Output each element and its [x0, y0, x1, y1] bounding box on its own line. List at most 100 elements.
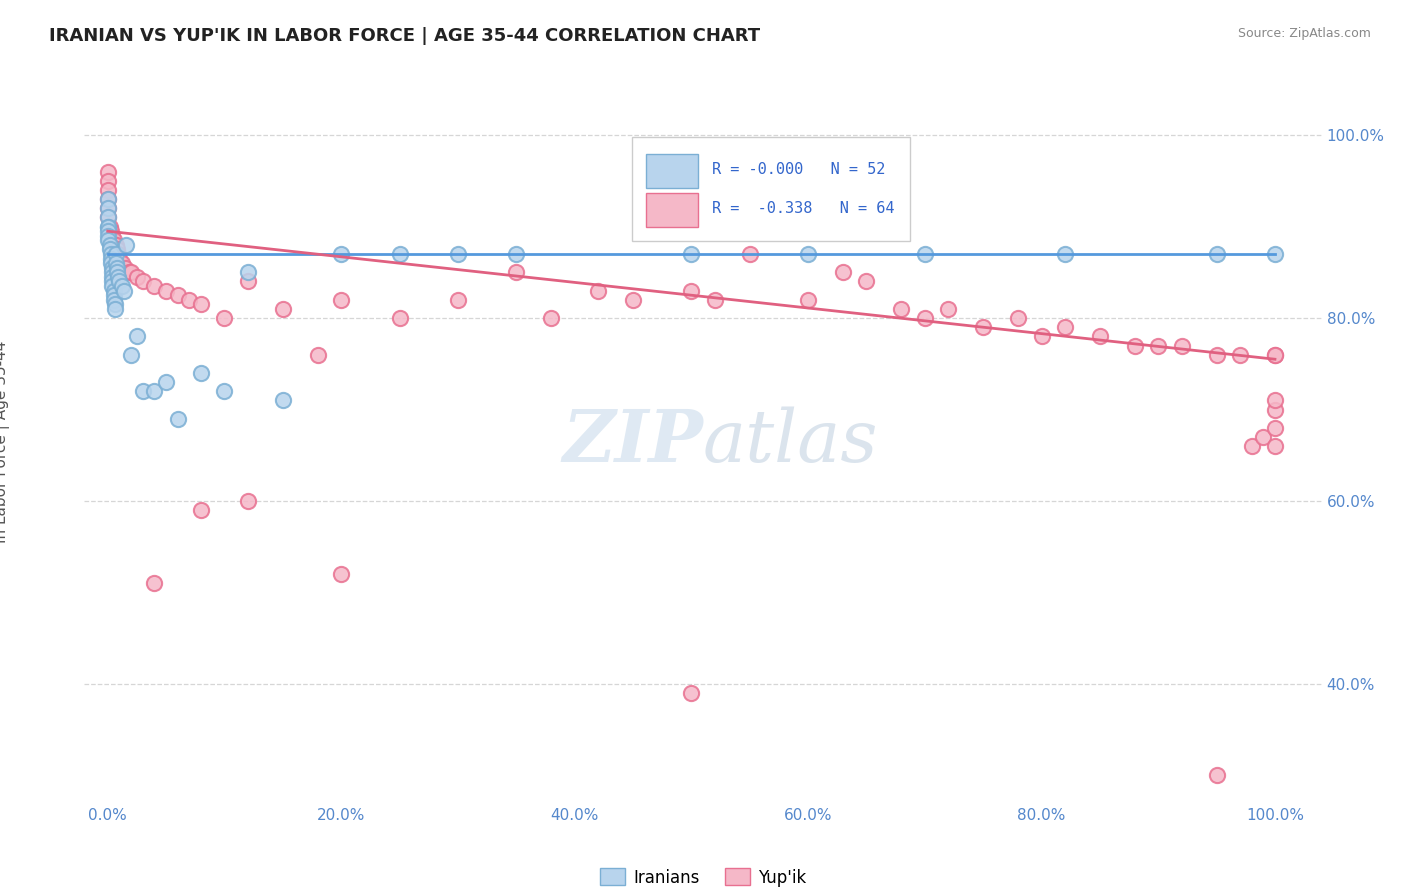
- Point: [797, 293, 820, 307]
- Point: [190, 503, 212, 517]
- Point: [190, 297, 212, 311]
- Point: [97, 224, 120, 238]
- Point: [1205, 348, 1227, 362]
- Point: [132, 384, 155, 399]
- Point: [97, 233, 120, 247]
- FancyBboxPatch shape: [633, 136, 910, 241]
- Point: [855, 275, 877, 289]
- Point: [115, 238, 138, 252]
- Point: [1170, 338, 1192, 352]
- Point: [447, 293, 470, 307]
- Point: [103, 284, 125, 298]
- Point: [307, 348, 329, 362]
- Point: [97, 202, 120, 216]
- Point: [143, 279, 166, 293]
- Point: [97, 211, 120, 225]
- FancyBboxPatch shape: [647, 154, 697, 188]
- Point: [97, 202, 120, 216]
- Point: [101, 260, 124, 275]
- Point: [1031, 329, 1053, 343]
- Point: [166, 288, 188, 302]
- Point: [1053, 320, 1076, 334]
- Point: [621, 293, 644, 307]
- Point: [104, 301, 127, 316]
- Point: [101, 269, 124, 284]
- Point: [1123, 338, 1146, 352]
- Point: [104, 297, 127, 311]
- Point: [832, 265, 855, 279]
- Point: [101, 265, 124, 279]
- Point: [104, 247, 127, 261]
- Point: [214, 384, 236, 399]
- Point: [104, 238, 127, 252]
- Text: atlas: atlas: [703, 406, 879, 477]
- Point: [890, 301, 912, 316]
- Point: [101, 228, 124, 243]
- Point: [271, 301, 294, 316]
- Point: [114, 260, 136, 275]
- Point: [236, 265, 259, 279]
- Point: [681, 247, 703, 261]
- Point: [103, 233, 125, 247]
- Point: [914, 247, 936, 261]
- Point: [101, 279, 124, 293]
- Point: [120, 265, 142, 279]
- Point: [118, 265, 141, 279]
- Point: [1264, 421, 1286, 435]
- Point: [103, 288, 125, 302]
- Point: [143, 576, 166, 591]
- Point: [1251, 430, 1274, 444]
- Point: [155, 284, 177, 298]
- Point: [236, 494, 259, 508]
- Point: [97, 165, 120, 179]
- Point: [1264, 247, 1286, 261]
- Point: [179, 293, 201, 307]
- Point: [797, 247, 820, 261]
- Point: [125, 329, 148, 343]
- Point: [105, 260, 128, 275]
- Point: [1088, 329, 1111, 343]
- Point: [97, 228, 120, 243]
- FancyBboxPatch shape: [647, 193, 697, 227]
- Point: [100, 224, 122, 238]
- Point: [190, 366, 212, 380]
- Point: [100, 256, 122, 270]
- Point: [143, 384, 166, 399]
- Point: [388, 311, 411, 326]
- Point: [97, 192, 120, 206]
- Point: [104, 256, 127, 270]
- Point: [105, 243, 128, 257]
- Point: [1053, 247, 1076, 261]
- Point: [914, 311, 936, 326]
- Point: [505, 247, 527, 261]
- Point: [105, 265, 128, 279]
- Point: [1007, 311, 1029, 326]
- Point: [447, 247, 470, 261]
- Point: [330, 247, 353, 261]
- Point: [107, 247, 129, 261]
- Point: [1147, 338, 1170, 352]
- Point: [972, 320, 994, 334]
- Point: [330, 567, 353, 582]
- Point: [936, 301, 959, 316]
- Point: [111, 279, 134, 293]
- Point: [388, 247, 411, 261]
- Point: [1264, 348, 1286, 362]
- Text: R = -0.000   N = 52: R = -0.000 N = 52: [711, 161, 884, 177]
- Point: [586, 284, 609, 298]
- Point: [97, 174, 120, 188]
- Point: [103, 293, 125, 307]
- Point: [98, 238, 121, 252]
- Point: [98, 219, 121, 234]
- Point: [1205, 768, 1227, 782]
- Point: [236, 275, 259, 289]
- Point: [98, 243, 121, 257]
- Point: [703, 293, 725, 307]
- Point: [111, 256, 134, 270]
- Text: IRANIAN VS YUP'IK IN LABOR FORCE | AGE 35-44 CORRELATION CHART: IRANIAN VS YUP'IK IN LABOR FORCE | AGE 3…: [49, 27, 761, 45]
- Point: [330, 293, 353, 307]
- Point: [112, 284, 135, 298]
- Point: [505, 265, 527, 279]
- Point: [155, 375, 177, 389]
- Point: [1229, 348, 1251, 362]
